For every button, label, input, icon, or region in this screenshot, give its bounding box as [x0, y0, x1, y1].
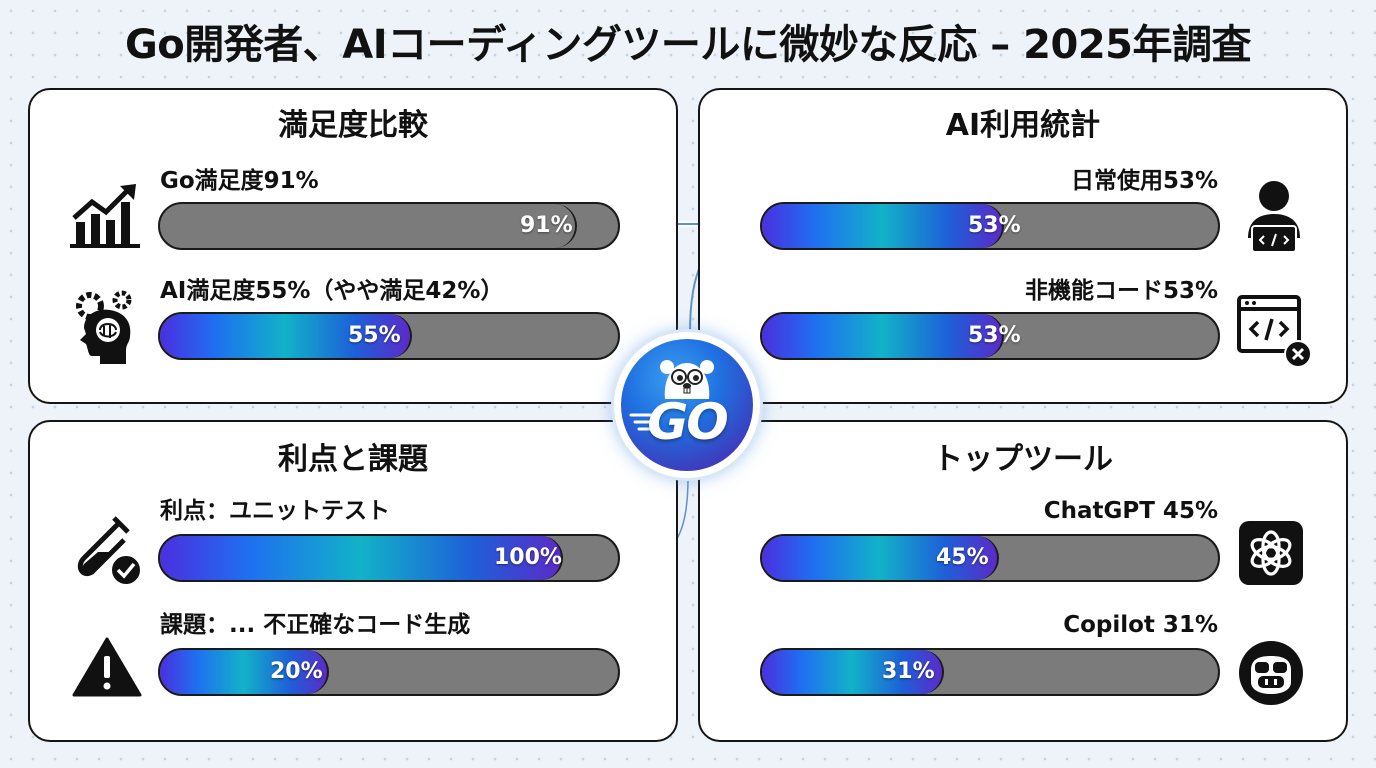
page-title: Go開発者、AIコーディングツールに微妙な反応 – 2025年調査 [124, 22, 1252, 68]
brain-gears-icon [76, 290, 132, 364]
go-gopher-logo-icon: GO [621, 339, 753, 471]
panel-title: AI利用統計 [945, 108, 1101, 143]
pros-cons-panel: 利点と課題 利点：ユニットテスト 100% 課題：... 不正確なコード生成 2… [28, 420, 678, 742]
progress-fill [160, 314, 412, 358]
progress-fill [762, 314, 1004, 358]
progress-fill [160, 204, 577, 248]
progress-bar-non-functional-code: 53% [760, 312, 1220, 360]
row-label: Copilot 31% [1063, 612, 1218, 638]
row-label: 非機能コード53% [1024, 278, 1218, 304]
panel-title: 利点と課題 [278, 442, 428, 477]
progress-fill [762, 536, 1000, 580]
progress-fill [160, 536, 564, 580]
progress-bar-daily-use: 53% [760, 202, 1220, 250]
progress-bar-copilot: 31% [760, 648, 1220, 696]
progress-fill [762, 650, 945, 694]
row-label: 日常使用53% [1070, 168, 1218, 194]
panel-title: 満足度比較 [278, 108, 428, 143]
row-label: AI満足度55%（やや満足42%） [160, 278, 504, 304]
panel-title: トップツール [933, 442, 1113, 477]
growth-chart-icon [70, 184, 140, 248]
progress-fill [762, 204, 1004, 248]
progress-bar-inaccurate-code: 20% [158, 648, 620, 696]
chatgpt-logo-icon [1239, 521, 1303, 585]
row-label: ChatGPT 45% [1043, 498, 1218, 524]
satisfaction-panel: 満足度比較 Go満足度91% 91% AI満足度55%（やや満足42%） 55% [28, 88, 678, 404]
progress-bar-unit-test: 100% [158, 534, 620, 582]
progress-value-label: 20% [270, 659, 323, 684]
top-tools-panel: トップツール ChatGPT 45% 45% Copilot 31% 31% [698, 420, 1348, 742]
progress-bar-go-satisfaction: 91% [158, 202, 620, 250]
row-label: Go満足度91% [160, 168, 319, 194]
ai-usage-panel: AI利用統計 日常使用53% 53% 非機能コード53% 53% [698, 88, 1348, 404]
progress-value-label: 55% [348, 323, 401, 348]
code-window-error-icon [1237, 295, 1312, 368]
go-logo-badge: GO [614, 332, 760, 478]
progress-fill [160, 650, 330, 694]
row-label: 利点：ユニットテスト [160, 498, 390, 524]
copilot-logo-icon [1239, 641, 1303, 705]
test-tube-check-icon [77, 516, 142, 586]
progress-bar-chatgpt: 45% [760, 534, 1220, 582]
progress-value-label: 100% [494, 545, 562, 570]
progress-value-label: 31% [882, 659, 935, 684]
progress-value-label: 91% [520, 213, 573, 238]
row-label: 課題：... 不正確なコード生成 [160, 612, 471, 638]
progress-value-label: 53% [968, 323, 1021, 348]
progress-value-label: 53% [968, 213, 1021, 238]
warning-icon [72, 637, 142, 697]
developer-laptop-icon [1248, 181, 1300, 253]
progress-bar-ai-satisfaction: 55% [158, 312, 620, 360]
progress-value-label: 45% [936, 545, 989, 570]
go-logo-text: GO [647, 393, 729, 451]
